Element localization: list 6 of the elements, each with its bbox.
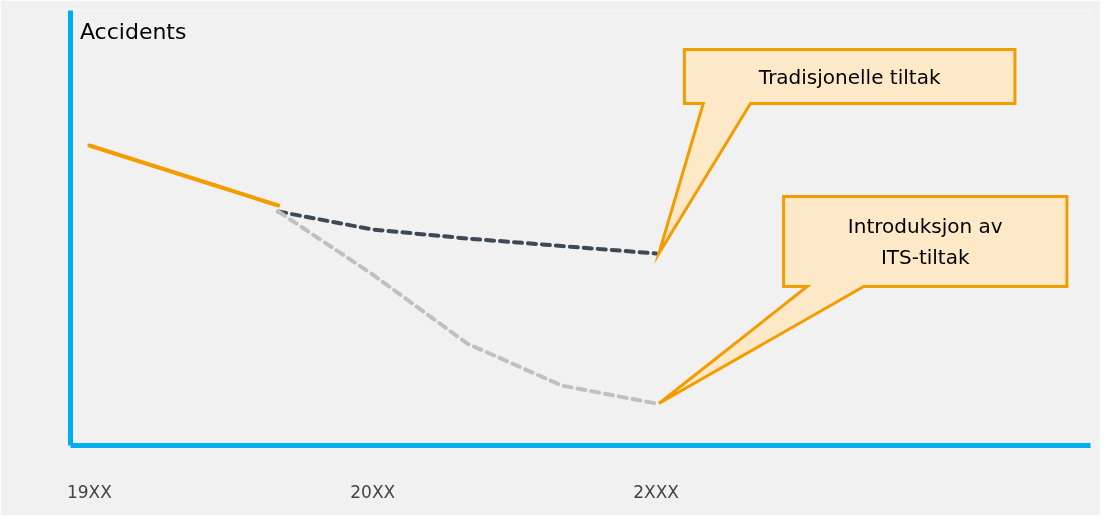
- x-tick-label: 19XX: [66, 481, 113, 502]
- x-tick-label: 20XX: [350, 481, 396, 502]
- y-axis-title: Accidents: [79, 18, 187, 44]
- text: Introduksjon av ITS-tiltak: [847, 213, 1003, 270]
- x-tick-label: 2XXX: [633, 481, 680, 502]
- text: Tradisjonelle tiltak: [757, 64, 941, 89]
